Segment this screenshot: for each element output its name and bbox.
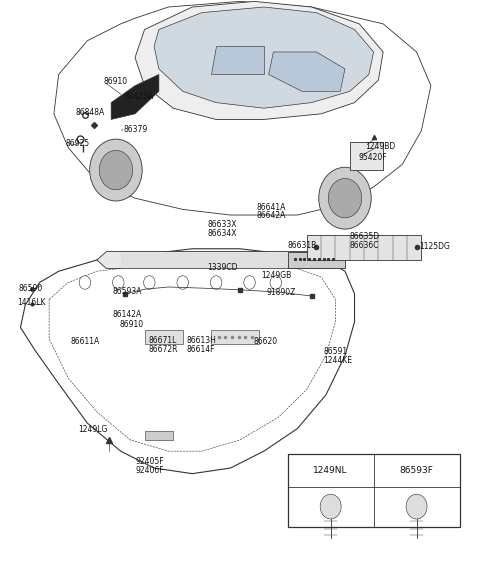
- Bar: [144, 432, 173, 440]
- Polygon shape: [211, 46, 264, 75]
- Text: 86910: 86910: [119, 320, 144, 329]
- Text: 86613H: 86613H: [187, 336, 216, 345]
- Text: 86671L: 86671L: [148, 336, 177, 345]
- Circle shape: [99, 150, 132, 190]
- Text: 1125DG: 1125DG: [419, 242, 450, 251]
- Text: 86848A: 86848A: [75, 108, 105, 117]
- Text: 1249NL: 1249NL: [313, 466, 348, 475]
- Polygon shape: [135, 1, 383, 119]
- Text: 95420F: 95420F: [359, 153, 387, 162]
- Text: 86611A: 86611A: [71, 337, 100, 346]
- Text: 86633X: 86633X: [207, 220, 237, 229]
- Circle shape: [113, 276, 124, 289]
- Text: 1249LG: 1249LG: [79, 425, 108, 434]
- Text: 91890Z: 91890Z: [266, 288, 296, 297]
- Polygon shape: [154, 7, 373, 108]
- Polygon shape: [269, 52, 345, 92]
- Text: 86591: 86591: [324, 347, 348, 357]
- Text: 86925: 86925: [66, 139, 90, 148]
- Text: 86379: 86379: [123, 124, 147, 133]
- Polygon shape: [307, 234, 421, 260]
- Text: 86672R: 86672R: [148, 345, 178, 354]
- Polygon shape: [111, 75, 159, 119]
- Circle shape: [328, 179, 362, 218]
- Text: 1416LK: 1416LK: [17, 298, 46, 307]
- Circle shape: [177, 276, 189, 289]
- Polygon shape: [97, 251, 345, 268]
- Bar: [288, 454, 459, 527]
- Text: 92406F: 92406F: [135, 466, 164, 475]
- Bar: [350, 142, 383, 170]
- Circle shape: [79, 276, 91, 289]
- Bar: [288, 251, 345, 268]
- Text: 86590: 86590: [18, 284, 42, 293]
- Bar: [144, 331, 183, 344]
- Text: 86620: 86620: [253, 337, 277, 346]
- Circle shape: [144, 276, 155, 289]
- Text: 86636C: 86636C: [350, 241, 379, 250]
- Text: 86614F: 86614F: [187, 345, 215, 354]
- Text: 1244KE: 1244KE: [324, 356, 352, 365]
- Circle shape: [210, 276, 222, 289]
- Text: 86631B: 86631B: [288, 241, 317, 250]
- Text: 86910: 86910: [104, 77, 128, 86]
- Text: 92405F: 92405F: [135, 457, 164, 466]
- Text: 86635D: 86635D: [350, 232, 380, 241]
- Text: 1249GB: 1249GB: [262, 271, 292, 280]
- Text: 1249BD: 1249BD: [365, 142, 396, 151]
- Text: 1339CD: 1339CD: [207, 263, 238, 272]
- Circle shape: [90, 139, 142, 201]
- Text: 86593A: 86593A: [112, 288, 142, 296]
- Bar: [211, 331, 259, 344]
- Circle shape: [319, 167, 371, 229]
- Text: 82423A: 82423A: [124, 92, 154, 101]
- Text: 86642A: 86642A: [257, 211, 286, 220]
- Circle shape: [270, 276, 281, 289]
- Circle shape: [406, 494, 427, 519]
- Circle shape: [244, 276, 255, 289]
- Text: 86641A: 86641A: [257, 203, 286, 212]
- Text: 86634X: 86634X: [207, 229, 237, 238]
- Circle shape: [320, 494, 341, 519]
- Text: 86593F: 86593F: [400, 466, 433, 475]
- Text: 86142A: 86142A: [112, 310, 141, 319]
